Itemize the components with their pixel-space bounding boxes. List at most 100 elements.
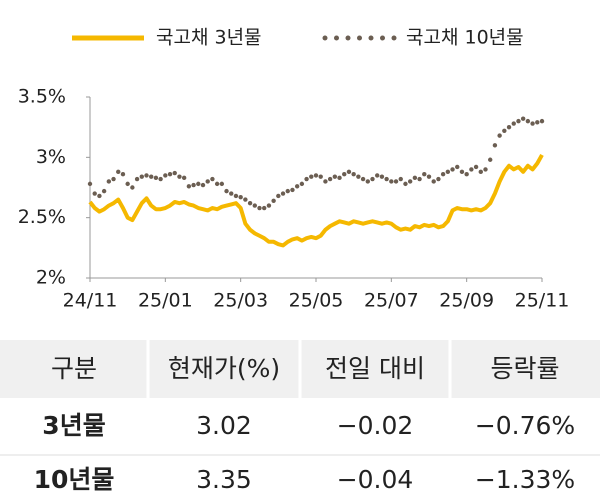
data-point bbox=[294, 184, 300, 189]
row-label: 10년물 bbox=[34, 465, 115, 494]
x-tick-label: 25/03 bbox=[213, 290, 268, 312]
data-point bbox=[370, 176, 375, 182]
data-point bbox=[285, 188, 290, 194]
data-point bbox=[483, 167, 488, 172]
data-point bbox=[525, 118, 531, 124]
data-point bbox=[299, 181, 305, 187]
y-tick-label: 3.5% bbox=[18, 86, 66, 108]
data-point bbox=[205, 179, 210, 184]
data-point bbox=[125, 181, 130, 187]
x-tick-label: 25/01 bbox=[138, 290, 193, 312]
data-point bbox=[520, 116, 526, 121]
data-point bbox=[384, 176, 389, 182]
data-point bbox=[181, 175, 187, 181]
data-point bbox=[304, 176, 309, 182]
legend-swatch bbox=[380, 35, 385, 41]
data-point bbox=[535, 120, 540, 125]
data-point bbox=[153, 175, 159, 181]
data-point bbox=[97, 193, 102, 199]
data-point bbox=[473, 164, 479, 170]
data-point bbox=[309, 174, 314, 179]
data-point bbox=[445, 169, 451, 175]
data-point bbox=[224, 188, 229, 194]
data-point bbox=[262, 205, 267, 211]
data-point bbox=[403, 181, 408, 187]
data-point bbox=[318, 174, 323, 179]
table-cell: −0.02 bbox=[337, 411, 414, 440]
x-tick-label: 25/09 bbox=[439, 290, 494, 312]
x-tick-label: 25/07 bbox=[364, 290, 419, 312]
data-point bbox=[144, 173, 149, 178]
data-point bbox=[539, 118, 545, 124]
data-point bbox=[149, 174, 154, 179]
data-point bbox=[356, 174, 361, 179]
data-point bbox=[492, 143, 498, 148]
data-point bbox=[455, 164, 460, 170]
data-point bbox=[266, 203, 272, 208]
table-cell: 3.02 bbox=[196, 411, 252, 440]
data-point bbox=[134, 176, 140, 182]
data-point bbox=[488, 157, 493, 162]
data-point bbox=[163, 173, 168, 178]
table-header: 등락률 bbox=[490, 354, 559, 383]
data-point bbox=[459, 169, 465, 175]
data-point bbox=[323, 179, 328, 184]
data-point bbox=[360, 176, 366, 182]
data-point bbox=[214, 181, 220, 187]
data-point bbox=[186, 184, 192, 189]
data-point bbox=[276, 193, 281, 199]
data-point bbox=[422, 172, 427, 177]
data-point bbox=[478, 169, 483, 175]
legend-swatch bbox=[357, 35, 362, 41]
data-point bbox=[87, 181, 93, 187]
y-tick-label: 2.5% bbox=[18, 206, 66, 228]
data-point bbox=[139, 174, 144, 179]
data-point bbox=[332, 174, 338, 179]
data-point bbox=[393, 179, 399, 184]
data-point bbox=[219, 181, 225, 187]
data-point bbox=[389, 179, 394, 184]
table-cell: 3.35 bbox=[196, 465, 252, 494]
data-point bbox=[502, 128, 507, 133]
data-point bbox=[440, 172, 446, 177]
table-header: 구분 bbox=[51, 354, 97, 383]
data-point bbox=[243, 197, 248, 202]
data-point bbox=[464, 172, 469, 177]
data-point bbox=[407, 179, 413, 184]
data-point bbox=[233, 193, 239, 199]
data-point bbox=[313, 173, 319, 178]
data-point bbox=[398, 176, 403, 182]
data-point bbox=[516, 118, 521, 124]
legend-swatch bbox=[334, 35, 339, 41]
table-header: 전일 대비 bbox=[325, 354, 425, 383]
data-point bbox=[426, 174, 432, 179]
data-point bbox=[177, 174, 182, 179]
data-point bbox=[450, 167, 455, 172]
data-point bbox=[196, 181, 201, 187]
data-point bbox=[365, 179, 370, 184]
data-point bbox=[511, 121, 516, 126]
legend-swatch bbox=[391, 35, 397, 41]
table-header: 현재가(%) bbox=[168, 354, 280, 383]
legend-swatch bbox=[345, 35, 351, 41]
legend-swatch bbox=[368, 35, 374, 41]
table-cell: −0.76% bbox=[475, 411, 575, 440]
y-tick-label: 3% bbox=[36, 146, 66, 168]
data-point bbox=[431, 179, 436, 184]
data-point bbox=[106, 179, 112, 184]
x-tick-label: 25/05 bbox=[289, 290, 344, 312]
x-tick-label: 25/11 bbox=[515, 290, 570, 312]
data-point bbox=[191, 182, 196, 188]
line bbox=[88, 153, 544, 248]
data-point bbox=[120, 172, 126, 177]
data-point bbox=[200, 182, 206, 188]
data-point bbox=[229, 191, 234, 196]
data-point bbox=[337, 175, 342, 181]
data-point bbox=[167, 172, 173, 177]
data-point bbox=[252, 203, 257, 208]
data-point bbox=[436, 176, 441, 182]
data-point bbox=[530, 121, 535, 126]
data-point bbox=[290, 187, 295, 193]
data-point bbox=[210, 176, 215, 182]
